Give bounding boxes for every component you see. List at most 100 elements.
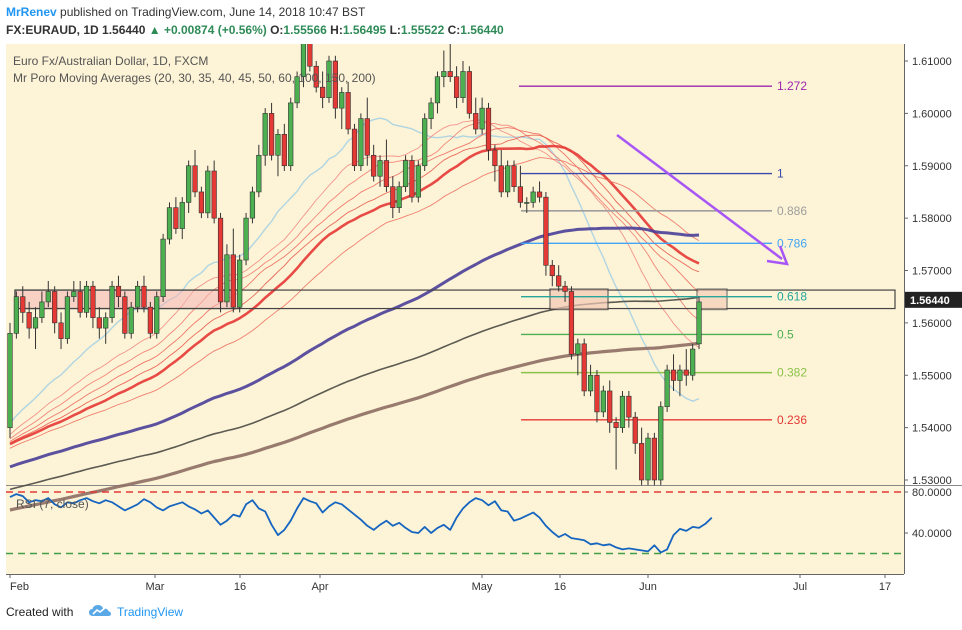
candle-body (300, 44, 307, 78)
ma-line-45 (9, 134, 700, 444)
candle (192, 150, 198, 198)
candle-body (447, 71, 453, 78)
close-label: C: (447, 23, 461, 37)
candle (205, 165, 211, 219)
candle (71, 280, 77, 302)
y-tick-label: 1.61000 (912, 56, 952, 68)
last-price: 1.56440 (102, 23, 146, 37)
low-value: 1.55522 (400, 23, 445, 37)
candle (179, 197, 185, 240)
candle-body (587, 374, 594, 392)
candle-body (658, 406, 664, 481)
candle-body (639, 443, 645, 481)
candle (517, 165, 523, 208)
candle (556, 265, 562, 292)
candle (77, 280, 83, 318)
candle (307, 44, 313, 72)
price-panel-background[interactable] (6, 44, 904, 485)
candle (543, 191, 549, 276)
candle (26, 301, 32, 339)
candle (339, 87, 345, 130)
candle (549, 260, 555, 287)
candle (230, 228, 236, 313)
candle-body (26, 312, 32, 329)
candle-body (358, 118, 364, 167)
candle-body (600, 390, 606, 413)
candle-body (568, 291, 575, 355)
candle (619, 390, 626, 433)
candle (492, 144, 498, 182)
candle-body (326, 60, 332, 98)
candle (211, 160, 217, 224)
candle-body (594, 374, 600, 413)
y-tick-label: 1.60000 (912, 108, 952, 120)
candle-body (670, 369, 677, 381)
x-tick-label: Jun (639, 581, 657, 593)
symbol-line: FX:EURAUD, 1D (6, 23, 99, 37)
candle-body (205, 170, 211, 214)
candle (141, 275, 147, 313)
support-zone-mid (549, 288, 609, 311)
fibonacci-levels: 1.272 1 0.886 0.786 0.618 0.5 0.382 0.236 (519, 79, 807, 427)
author-name[interactable]: MrRenev (6, 5, 57, 19)
candle-body (186, 165, 192, 203)
candle-body (320, 86, 326, 98)
candle (147, 301, 153, 339)
candle-body (409, 160, 415, 198)
candle (447, 44, 453, 82)
candle (377, 155, 383, 187)
tradingview-link[interactable]: TradingView (117, 605, 184, 619)
candle (160, 233, 166, 302)
candle (39, 291, 45, 323)
candle (390, 176, 396, 219)
fib-label-1.272: 1.272 (777, 79, 807, 93)
candle-body (39, 301, 45, 318)
x-tick-label: Feb (10, 581, 29, 593)
candle-body (351, 128, 358, 167)
candle-body (237, 259, 243, 308)
candle (690, 343, 696, 381)
candle (581, 338, 587, 397)
x-tick-label: Jul (793, 581, 807, 593)
candle (249, 186, 256, 224)
candle-body (288, 102, 294, 167)
fib-label-0.382: 0.382 (777, 366, 807, 380)
downtrend-arrow[interactable] (616, 134, 789, 266)
open-label: O: (270, 23, 284, 37)
candle (294, 71, 300, 109)
ma-line-50 (9, 144, 700, 446)
candle-body (466, 71, 472, 114)
candle (696, 296, 702, 350)
candle-body (103, 317, 109, 329)
chart-canvas[interactable]: 1.272 1 0.886 0.786 0.618 0.5 0.382 0.236 1.610… (0, 44, 962, 596)
candle-body (549, 264, 555, 277)
candle-body (345, 92, 351, 130)
candle (415, 160, 421, 203)
candle-body (364, 118, 370, 156)
candle (166, 202, 173, 245)
ma-line-40 (9, 127, 700, 442)
candle-body (122, 296, 128, 334)
symbol-info: FX:EURAUD, 1D 1.56440 ▲ +0.00874 (+0.56%… (6, 23, 504, 37)
candle (632, 411, 638, 454)
candle (351, 123, 358, 171)
candle (568, 286, 575, 360)
candle (364, 97, 370, 166)
candle (262, 108, 268, 166)
candle-body (402, 160, 409, 187)
candle-body (613, 422, 619, 428)
fib-label-0.5: 0.5 (777, 327, 794, 341)
candle (256, 144, 262, 198)
candle (122, 291, 128, 339)
candle (243, 212, 249, 266)
candle (607, 380, 613, 433)
candle-body (683, 369, 689, 376)
candle-body (434, 76, 441, 104)
axes: 1.61000 1.60000 1.59000 1.58000 1.57000 1.560… (9, 56, 962, 593)
candle (173, 197, 179, 234)
candle-body (71, 291, 77, 297)
candle-body (339, 92, 345, 109)
candle-body (619, 395, 626, 428)
created-with-text: Created with (6, 605, 74, 619)
rsi-panel-background[interactable] (6, 486, 904, 574)
